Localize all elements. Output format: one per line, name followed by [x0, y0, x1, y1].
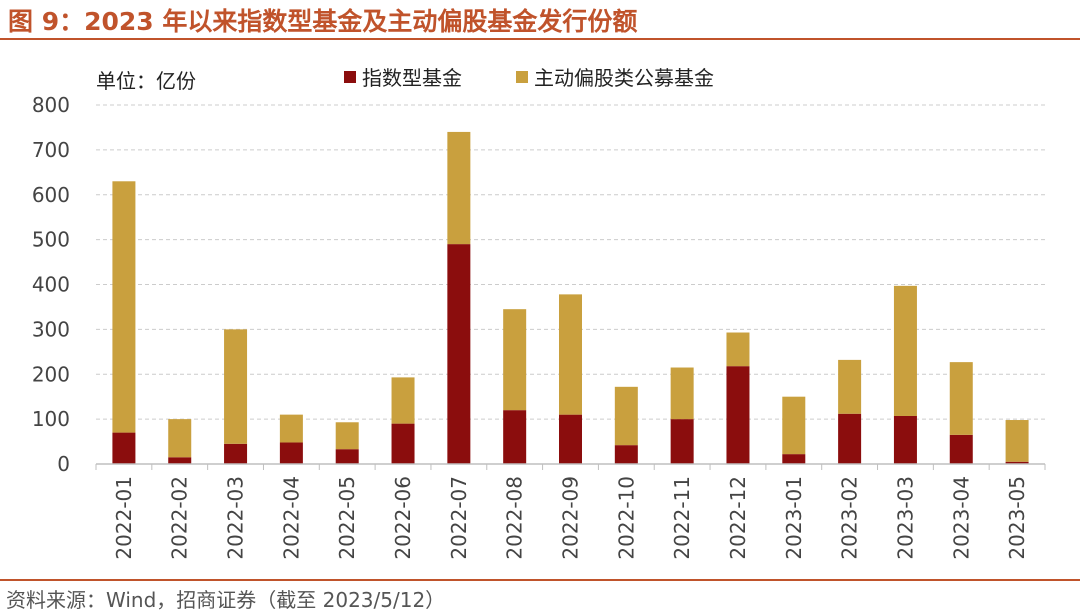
bar-active-equity-fund — [726, 332, 750, 367]
bar-active-equity-fund — [614, 386, 638, 446]
bar-index-fund — [1005, 461, 1029, 464]
x-tick-label: 2022-01 — [112, 476, 136, 560]
legend: 指数型基金 主动偏股类公募基金 — [344, 66, 714, 90]
x-tick-label: 2022-10 — [614, 476, 638, 560]
bar-active-equity-fund — [949, 362, 973, 435]
y-tick-label: 600 — [32, 183, 70, 207]
bar-active-equity-fund — [112, 181, 136, 433]
source-rule — [0, 579, 1080, 581]
legend-swatch — [516, 71, 528, 83]
x-tick-label: 2022-12 — [726, 476, 750, 560]
bar-index-fund — [447, 244, 471, 464]
bar-index-fund — [559, 414, 582, 464]
bar-index-fund — [670, 419, 694, 464]
y-tick-label: 400 — [32, 273, 70, 297]
bar-active-equity-fund — [391, 377, 415, 424]
x-tick-label: 2023-04 — [949, 476, 973, 560]
title-rule — [0, 38, 1080, 40]
bar-index-fund — [503, 410, 527, 464]
bar-index-fund — [335, 449, 359, 464]
figure-title: 图 9：2023 年以来指数型基金及主动偏股基金发行份额 — [8, 7, 638, 36]
bar-active-equity-fund — [782, 396, 806, 455]
unit-label: 单位：亿份 — [96, 69, 196, 93]
y-tick-label: 700 — [32, 138, 70, 162]
x-tick-label: 2022-04 — [279, 476, 303, 560]
bar-active-equity-fund — [503, 309, 527, 411]
bar-index-fund — [168, 457, 192, 464]
x-axis: 2022-01 2022-02 2022-03 2022-04 2022-05 2022-… — [95, 463, 1046, 560]
x-tick-label: 2022-08 — [503, 476, 527, 560]
x-tick-label: 2022-05 — [335, 476, 359, 560]
x-tick-label: 2022-11 — [670, 476, 694, 560]
bar-index-fund — [782, 454, 806, 464]
bar-active-equity-fund — [224, 329, 248, 444]
y-tick-label: 300 — [32, 317, 70, 341]
bar-index-fund — [279, 442, 303, 464]
bar-active-equity-fund — [335, 422, 359, 450]
legend-label: 指数型基金 — [362, 66, 462, 90]
bar-active-equity-fund — [559, 294, 582, 415]
x-tick-label: 2022-03 — [224, 476, 248, 560]
y-tick-label: 800 — [32, 93, 70, 117]
legend-label: 主动偏股类公募基金 — [534, 66, 714, 90]
bar-index-fund — [224, 443, 248, 464]
legend-swatch — [344, 71, 356, 83]
x-tick-label: 2022-02 — [168, 476, 192, 560]
y-axis: 0 100 200 300 400 500 600 700 800 — [32, 93, 70, 476]
bar-active-equity-fund — [1005, 420, 1029, 462]
x-tick-label: 2022-07 — [447, 476, 471, 560]
bar-active-equity-fund — [670, 367, 694, 420]
bar-index-fund — [391, 423, 415, 464]
bar-index-fund — [893, 415, 917, 464]
bar-active-equity-fund — [447, 131, 471, 245]
y-tick-label: 500 — [32, 228, 70, 252]
x-tick-label: 2022-09 — [559, 476, 583, 560]
bar-active-equity-fund — [168, 419, 192, 458]
x-tick-label: 2022-06 — [391, 476, 415, 560]
bar-index-fund — [949, 434, 973, 464]
y-tick-label: 100 — [32, 407, 70, 431]
stacked-bar-chart: 单位：亿份 指数型基金 主动偏股类公募基金 0 100 200 300 400 500 600… — [32, 66, 1046, 560]
bar-index-fund — [726, 366, 750, 464]
x-tick-label: 2023-03 — [893, 476, 917, 560]
bar-active-equity-fund — [279, 414, 303, 443]
bar-index-fund — [838, 413, 862, 464]
x-tick-label: 2023-01 — [782, 476, 806, 560]
bar-active-equity-fund — [838, 359, 862, 414]
bar-index-fund — [614, 445, 638, 464]
x-tick-label: 2023-02 — [838, 476, 862, 560]
source-note: 资料来源：Wind，招商证券（截至 2023/5/12） — [6, 588, 446, 612]
y-tick-label: 0 — [57, 452, 70, 476]
bar-active-equity-fund — [893, 285, 917, 416]
bars — [112, 131, 1029, 464]
x-tick-label: 2023-05 — [1005, 476, 1029, 560]
bar-index-fund — [112, 432, 136, 464]
y-tick-label: 200 — [32, 362, 70, 386]
